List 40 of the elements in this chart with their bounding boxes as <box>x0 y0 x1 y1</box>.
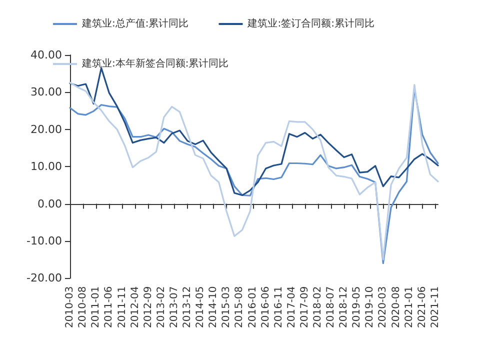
x-tick-label: 2021-01 <box>404 286 415 328</box>
legend-label: 建筑业:总产值:累计同比 <box>81 18 189 30</box>
x-tick-label: 2013-07 <box>168 286 180 328</box>
x-tick-label: 2010-08 <box>78 286 89 328</box>
x-tick-label: 2012-04 <box>130 286 141 328</box>
x-tick-label: 2018-07 <box>325 286 336 328</box>
legend-label: 建筑业:签订合同额:累计同比 <box>246 18 374 30</box>
x-tick-label: 2014-05 <box>194 286 206 328</box>
x-tick-label: 2012-09 <box>142 286 154 328</box>
x-tick-label: 2014-10 <box>208 286 220 328</box>
legend-label: 建筑业:本年新签合同额:累计同比 <box>81 58 229 70</box>
y-tick-label: 20.00 <box>30 122 62 136</box>
x-tick-label: 2010-03 <box>64 286 76 328</box>
x-tick-label: 2020-03 <box>378 286 389 328</box>
line-series <box>69 67 439 196</box>
x-tick-label: 2019-10 <box>364 286 376 328</box>
x-tick-label: 2011-06 <box>104 286 115 328</box>
y-tick-label: 10.00 <box>30 160 62 174</box>
x-tick-label: 2021-06 <box>416 286 428 328</box>
x-tick-label: 2017-09 <box>299 286 310 328</box>
x-tick-label: 2013-12 <box>182 286 194 328</box>
x-tick-label: 2015-03 <box>221 286 232 328</box>
x-tick-label: 2016-01 <box>247 286 258 328</box>
x-tick-label: 2017-04 <box>286 286 298 328</box>
x-tick-label: 2011-11 <box>116 286 128 328</box>
x-tick-label: 2021-11 <box>430 286 441 328</box>
x-tick-label: 2013-02 <box>156 286 168 328</box>
x-tick-label: 2020-08 <box>390 286 402 328</box>
y-tick-label: 40.00 <box>30 48 62 62</box>
y-tick-label: 30.00 <box>30 86 62 99</box>
x-tick-label: 2011-01 <box>90 286 102 328</box>
x-tick-label: 2016-06 <box>260 286 272 328</box>
y-tick-label: -20.00 <box>26 272 62 285</box>
x-tick-label: 2016-11 <box>273 286 284 328</box>
x-tick-label: 2019-05 <box>351 286 362 328</box>
y-tick-label: 0.00 <box>38 197 62 210</box>
y-tick-label: -10.00 <box>26 234 62 248</box>
x-tick-label: 2015-08 <box>234 286 246 328</box>
x-tick-label: 2018-02 <box>312 286 324 328</box>
x-tick-label: 2018-12 <box>338 286 350 328</box>
